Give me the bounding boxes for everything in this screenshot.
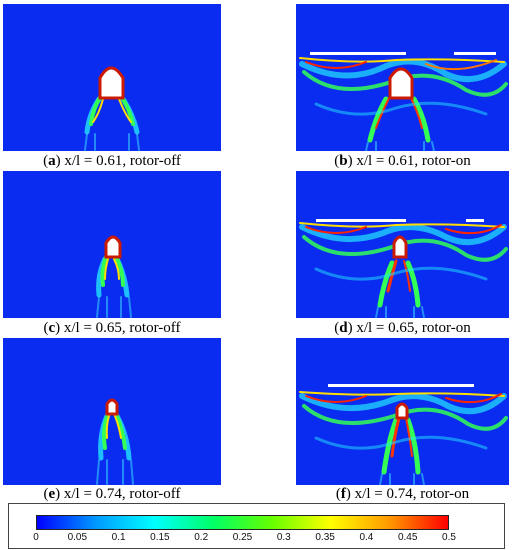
colorbar-tick-label: 0.4: [359, 532, 374, 543]
colorbar-tick-label: 0.5: [442, 532, 456, 543]
colorbar-tick-label: 0.3: [276, 532, 291, 543]
caption-e: (e) x/l = 0.74, rotor-off: [43, 486, 181, 502]
colorbar-tick-label: 0.45: [397, 532, 418, 543]
colorbar-tick-label: 0.05: [67, 532, 88, 543]
panel-f-contour: [296, 338, 509, 485]
caption-f: (f) x/l = 0.74, rotor-on: [335, 486, 470, 502]
panel-b-contour: [296, 4, 509, 151]
colorbar: [36, 515, 449, 530]
panel-d-contour: [296, 171, 509, 318]
caption-c: (c) x/l = 0.65, rotor-off: [43, 320, 181, 336]
colorbar-tick-label: 0.1: [111, 532, 126, 543]
caption-d: (d) x/l = 0.65, rotor-on: [334, 320, 471, 336]
colorbar-tick-label: 0.25: [232, 532, 253, 543]
caption-a: (a) x/l = 0.61, rotor-off: [43, 153, 181, 169]
colorbar-tick-label: 0: [33, 532, 39, 543]
caption-b: (b) x/l = 0.61, rotor-on: [334, 153, 471, 169]
panel-e-contour: [3, 338, 221, 485]
colorbar-tick-label: 0.2: [194, 532, 209, 543]
colorbar-tick-label: 0.15: [150, 532, 170, 543]
panel-a-contour: [3, 4, 221, 151]
colorbar-tick-label: 0.35: [315, 532, 335, 543]
panel-c-contour: [3, 171, 221, 318]
